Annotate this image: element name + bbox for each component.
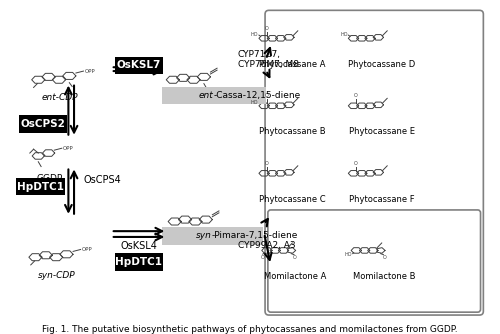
FancyBboxPatch shape (114, 253, 164, 271)
Text: -Cassa-12,15-diene: -Cassa-12,15-diene (214, 91, 300, 100)
Text: O: O (265, 26, 268, 31)
Text: HpDTC1: HpDTC1 (16, 182, 64, 192)
Text: Momilactone A: Momilactone A (264, 272, 326, 281)
Text: CYP71Z7,: CYP71Z7, (238, 50, 281, 59)
Text: -Pimara-7,15-diene: -Pimara-7,15-diene (212, 231, 298, 240)
Text: O: O (382, 255, 386, 260)
Text: O: O (293, 255, 297, 260)
Text: syn-CDP: syn-CDP (38, 271, 76, 280)
Text: Fig. 1. The putative biosynthetic pathways of phytocassanes and momilactones fro: Fig. 1. The putative biosynthetic pathwa… (42, 325, 458, 334)
Text: Phytocassane A: Phytocassane A (259, 59, 326, 68)
Text: GGDP: GGDP (36, 174, 62, 183)
Text: Phytocassane D: Phytocassane D (348, 59, 416, 68)
Text: O: O (354, 93, 358, 98)
Text: syn: syn (196, 231, 212, 240)
FancyBboxPatch shape (16, 178, 64, 195)
FancyBboxPatch shape (162, 227, 263, 245)
Text: HO: HO (251, 32, 258, 37)
FancyBboxPatch shape (265, 10, 484, 315)
Text: Momilactone B: Momilactone B (354, 272, 416, 281)
Text: CYP76M7, M8: CYP76M7, M8 (238, 60, 299, 69)
Text: OPP: OPP (82, 247, 92, 252)
Text: O: O (265, 93, 268, 98)
Text: OsKSL4: OsKSL4 (120, 241, 158, 252)
Text: Phytocassane F: Phytocassane F (349, 194, 414, 203)
Text: OPP: OPP (62, 146, 74, 151)
Text: OsKSL7: OsKSL7 (117, 60, 161, 70)
Text: OPP: OPP (84, 68, 95, 73)
Text: O: O (354, 161, 358, 166)
Text: O: O (260, 255, 264, 260)
Text: ent-CDP: ent-CDP (42, 93, 78, 102)
Text: OsCPS4: OsCPS4 (84, 175, 121, 185)
Text: Phytocassane C: Phytocassane C (259, 194, 326, 203)
FancyBboxPatch shape (162, 87, 266, 104)
Text: HO: HO (344, 252, 352, 257)
FancyBboxPatch shape (18, 116, 68, 133)
Text: OsCPS2: OsCPS2 (20, 119, 66, 129)
FancyBboxPatch shape (114, 57, 164, 74)
Text: Phytocassane B: Phytocassane B (259, 127, 326, 136)
Text: CYP99A2, A3: CYP99A2, A3 (238, 241, 296, 250)
FancyBboxPatch shape (268, 210, 480, 312)
Text: O: O (265, 161, 268, 166)
Text: HO: HO (340, 32, 348, 37)
Text: ent: ent (198, 91, 214, 100)
Text: HpDTC1: HpDTC1 (116, 257, 162, 267)
Text: HO: HO (251, 100, 258, 105)
Text: Phytocassane E: Phytocassane E (348, 127, 414, 136)
